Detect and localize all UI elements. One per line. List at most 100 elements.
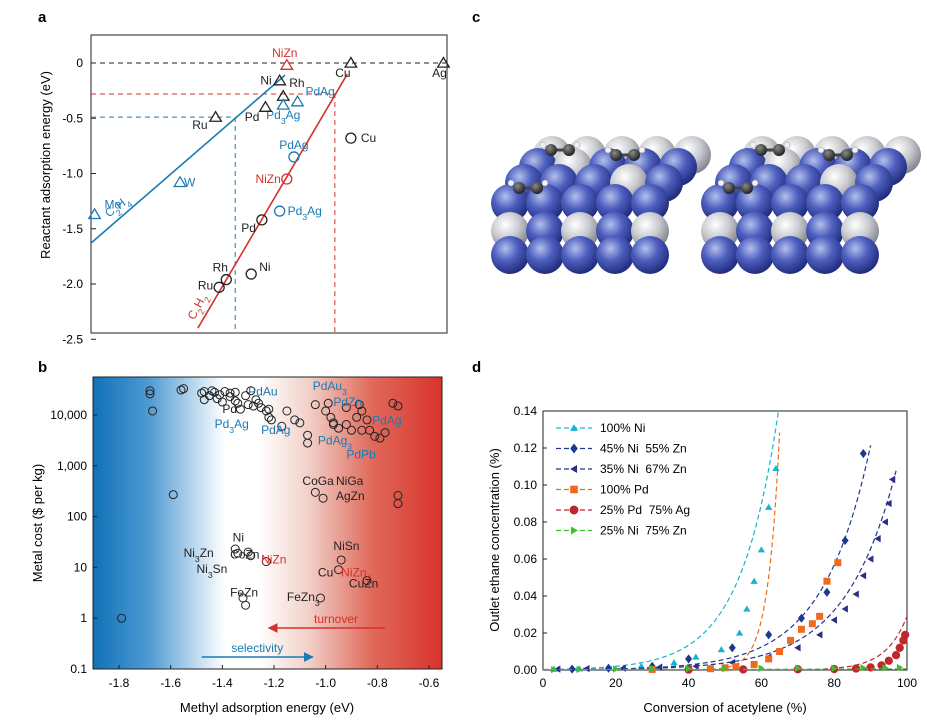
panel-b-xtick-label: -1.0 (315, 676, 336, 690)
panel-b-label: PdAu3 (313, 379, 347, 397)
panel-a-ytick-label: -2.5 (62, 332, 83, 346)
panel-a-point-label: PdAg (305, 85, 334, 99)
panel-b-point (370, 431, 380, 441)
panel-d-series-point (881, 518, 888, 526)
panel-d-series-point (717, 646, 726, 653)
panel-d-series-point (888, 475, 896, 484)
panel-c-atom (596, 236, 634, 274)
panel-c-hydrogen (573, 141, 581, 149)
panel-c-hydrogen (851, 146, 859, 154)
panel-d-legend-marker (570, 424, 578, 431)
panel-b-point (176, 385, 186, 395)
panel-b-label: NiSn (333, 539, 359, 553)
panel-a-ytick-label: 0 (76, 56, 83, 70)
panel-a-point (220, 273, 232, 286)
panel-a-c2h4-line (90, 74, 286, 244)
panel-d-series-point (901, 630, 910, 639)
panel-d-series-point (852, 590, 859, 598)
panel-b-point (352, 412, 362, 422)
panel-d-series-point (619, 664, 626, 672)
panel-d-series-point (750, 660, 758, 668)
panel-d-series-point (776, 648, 784, 655)
panel-d-series-point (867, 555, 874, 563)
panel-a-point (87, 207, 102, 220)
panel-d-series-point (706, 665, 714, 673)
panel-c-carbon (823, 149, 835, 161)
panel-b-label: PdPb (346, 447, 376, 461)
panel-a-ytick-label: -1.5 (62, 222, 83, 236)
panel-d-legend-marker (570, 443, 578, 454)
panel-d-series-line (543, 616, 907, 670)
panel-b-ytick-label: 10 (74, 560, 88, 574)
panel-c-atom (806, 236, 844, 274)
panel-c-atom (736, 236, 774, 274)
panel-d-series-point (866, 663, 875, 672)
panel-c-hydrogen (751, 179, 759, 187)
panel-a-frame (90, 34, 448, 334)
panel-d-series-point (834, 559, 842, 567)
panel-b-point (310, 487, 320, 497)
panel-b-label: NiZn (261, 552, 286, 566)
panel-b-point (117, 613, 127, 623)
panel-b-point (207, 386, 217, 396)
panel-b-point (295, 418, 305, 428)
panel-c-carbon (545, 144, 557, 156)
panel-c-right-molecule (717, 179, 759, 194)
panel-b-point (225, 388, 235, 398)
panel-b-chart: Methyl adsorption energy (eV) Metal cost… (30, 376, 443, 715)
panel-b-point (220, 387, 230, 397)
panel-c-left-molecule (539, 141, 581, 156)
panel-b-point (362, 415, 372, 425)
panel-d-series-point (797, 625, 805, 633)
panel-b-ytick-label: 100 (67, 510, 87, 524)
panel-a-ytick-label: -2.0 (62, 277, 83, 291)
panel-b-point (246, 551, 256, 561)
panel-a-c2h2-line (197, 73, 349, 329)
panel-b-point (264, 404, 274, 414)
panel-d-series-point (831, 664, 838, 672)
panel-b-label: PdAg (372, 414, 401, 428)
panel-a-point (290, 94, 305, 107)
panel-c-right-molecule (749, 141, 791, 156)
panel-c-carbon (773, 144, 785, 156)
panel-b-point (261, 406, 271, 416)
panel-d-chart: Conversion of acetylene (%) Outlet ethan… (487, 404, 917, 715)
panel-d-series-point (743, 605, 751, 612)
panel-a-point-label: Mo (105, 197, 122, 211)
panel-c-atom (771, 236, 809, 274)
panel-b-point (210, 387, 220, 397)
panel-b-point (179, 384, 189, 394)
panel-b-point (393, 401, 403, 411)
panel-d-series-point (554, 665, 561, 673)
panel-c-carbon (741, 182, 753, 194)
panel-b-ytick-label: 1,000 (57, 459, 87, 473)
panel-d-series-point (637, 662, 645, 669)
panel-c-carbon (531, 182, 543, 194)
panel-d-series-point (692, 662, 699, 670)
panel-c-hydrogen (783, 141, 791, 149)
panel-b-point (323, 398, 333, 408)
panel-d-legend-marker (570, 485, 578, 494)
panel-b-label: AgZn (336, 489, 365, 503)
panel-a-point-label: Ru (192, 118, 207, 132)
panel-b-point (282, 406, 292, 416)
panel-d-series-point (787, 636, 795, 644)
panel-d-series-point (885, 499, 892, 508)
panel-b-label: NiGa (336, 474, 364, 488)
panel-a-point (213, 281, 225, 293)
panel-b-point (316, 593, 325, 603)
panel-d-ytick-label: 0.02 (514, 626, 538, 640)
panel-a-point (281, 173, 293, 185)
panel-c-carbon (628, 149, 640, 161)
panel-b-point (168, 490, 178, 500)
panel-c-atom (806, 184, 844, 222)
panel-d-series-point (860, 664, 867, 672)
panel-d-series-line (543, 470, 897, 670)
panel-a-point (276, 98, 291, 110)
panel-c-right-slab (701, 136, 921, 274)
panel-d-xlabel: Conversion of acetylene (%) (643, 700, 806, 715)
panel-a-point (288, 151, 300, 163)
panel-b-point (145, 389, 155, 399)
panel-d-legend-label: 100% Pd (600, 483, 649, 497)
panel-b-gradient (93, 377, 442, 669)
